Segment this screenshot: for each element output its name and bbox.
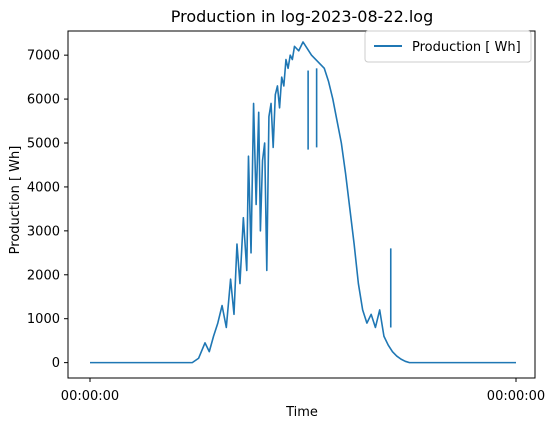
y-axis-label: Production [ Wh] [8,146,23,255]
legend-box [364,30,532,63]
y-tick-label: 3000 [27,224,60,239]
series-line-production [90,41,516,364]
plot-area-border [67,30,536,379]
x-tick-label: 00:00:00 [487,389,545,404]
y-tick-label: 6000 [27,93,60,108]
y-tick-label: 7000 [27,49,60,64]
legend-label-production: Production [ Wh] [412,40,521,55]
y-tick-label: 0 [52,356,60,371]
y-axis-ticks: 0 1000 2000 3000 4000 5000 6000 7000 [27,49,68,371]
y-tick-label: 5000 [27,137,60,152]
x-tick-label: 00:00:00 [61,389,119,404]
chart-title: Production in log-2023-08-22.log [171,7,434,26]
x-axis-ticks: 00:00:00 00:00:00 [61,378,545,404]
series-layer [90,41,516,364]
y-tick-label: 2000 [27,268,60,283]
axes-frame [67,30,536,379]
y-tick-label: 1000 [27,312,60,327]
legend: Production [ Wh] [364,30,532,63]
x-axis-label: Time [285,405,318,420]
y-tick-label: 4000 [27,180,60,195]
